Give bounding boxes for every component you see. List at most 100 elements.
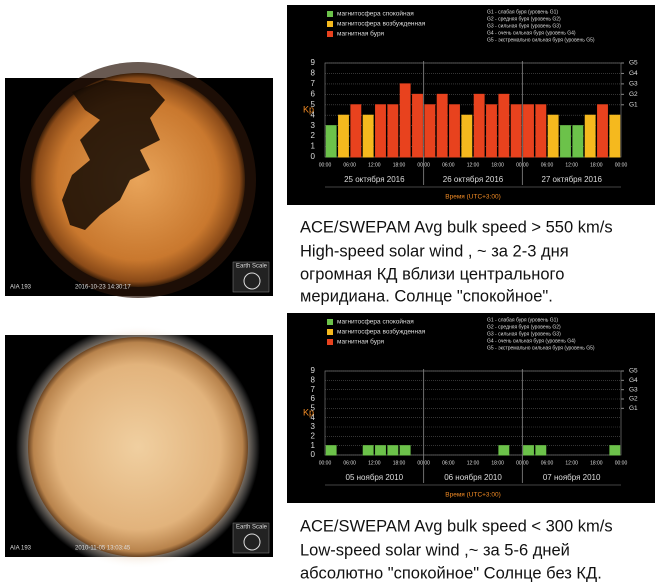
sun-image: Earth Scale AIA 193 2010-11-05 13:03:45 <box>5 325 273 569</box>
y-tick-label: 6 <box>311 89 316 98</box>
storm-level: G4 - очень сильная буря (уровень G4) <box>487 30 576 36</box>
storm-level: G3 - сильная буря (уровень G3) <box>487 23 561 29</box>
y-tick-label: 0 <box>311 152 316 161</box>
image-scale: Earth Scale <box>236 525 268 531</box>
x-tick-label: 18:00 <box>590 162 603 168</box>
caption-line: абсолютно "спокойное" Солнце без КД. <box>300 564 602 582</box>
bar <box>376 105 386 157</box>
storm-level: G2 - средняя буря (уровень G2) <box>487 324 561 330</box>
y-tick-label: 0 <box>311 450 316 459</box>
x-tick-label: 12:00 <box>368 460 381 466</box>
legend-swatch <box>327 339 333 345</box>
x-tick-label: 00:00 <box>615 460 628 466</box>
x-tick-label: 12:00 <box>565 162 578 168</box>
caption-line: ACE/SWEPAM Avg bulk speed < 300 km/s <box>300 517 613 535</box>
x-tick-label: 06:00 <box>343 162 356 168</box>
bar <box>425 105 435 157</box>
image-timestamp: 2010-11-05 13:03:45 <box>75 546 131 552</box>
day-label: 07 ноября 2010 <box>543 473 601 482</box>
storm-level: G5 - экстремально сильная буря (уровень … <box>487 37 595 43</box>
y-tick-label: 8 <box>311 375 316 384</box>
bar <box>351 105 361 157</box>
y-tick-label: 2 <box>311 431 316 440</box>
y-axis-label: Kp <box>303 407 314 417</box>
bar <box>400 84 410 157</box>
bar <box>511 105 521 157</box>
bar <box>388 105 398 157</box>
caption: ACE/SWEPAM Avg bulk speed > 550 km/s High… <box>300 218 613 305</box>
caption-line: меридиана. Солнце "спокойное". <box>300 287 553 305</box>
caption-line: Low-speed solar wind ,~ за 5-6 дней <box>300 541 570 559</box>
y-tick-label: 3 <box>311 121 316 130</box>
day-label: 05 ноября 2010 <box>346 473 404 482</box>
x-axis-label: Время (UTC+3:00) <box>445 194 501 201</box>
x-tick-label: 06:00 <box>442 162 455 168</box>
bar <box>548 115 558 157</box>
caption-line: High-speed solar wind , ~ за 2-3 дня <box>300 242 569 260</box>
bar <box>561 126 571 157</box>
bar <box>536 105 546 157</box>
bar <box>413 94 423 157</box>
x-axis-label: Время (UTC+3:00) <box>445 492 501 499</box>
y-tick-label: 3 <box>311 422 316 431</box>
storm-level: G4 - очень сильная буря (уровень G4) <box>487 338 576 344</box>
bar <box>487 105 497 157</box>
day-label: 26 октября 2016 <box>443 175 504 184</box>
x-tick-label: 00:00 <box>319 162 332 168</box>
x-tick-label: 18:00 <box>590 460 603 466</box>
caption-line: ACE/SWEPAM Avg bulk speed > 550 km/s <box>300 218 613 236</box>
legend-label: магнитная буря <box>337 338 384 346</box>
slide: Earth Scale AIA 193 2016-10-23 14:30:17 … <box>0 0 658 584</box>
bar <box>499 446 509 455</box>
bar <box>339 115 349 157</box>
x-tick-label: 12:00 <box>467 460 480 466</box>
y2-tick-label: G4 <box>629 377 638 384</box>
x-tick-label: 00:00 <box>417 162 430 168</box>
y2-tick-label: G2 <box>629 396 638 403</box>
bar <box>363 115 373 157</box>
bar <box>573 126 583 157</box>
y2-tick-label: G3 <box>629 386 638 393</box>
y-tick-label: 8 <box>311 69 316 78</box>
storm-level: G1 - слабая буря (уровень G1) <box>487 317 558 323</box>
storm-level: G5 - экстремально сильная буря (уровень … <box>487 345 595 351</box>
bar <box>450 105 460 157</box>
y-tick-label: 7 <box>311 79 316 88</box>
image-instrument: AIA 193 <box>10 546 32 552</box>
kp-chart: магнитосфера спокойнаямагнитосфера возбу… <box>287 5 655 205</box>
y-tick-label: 7 <box>311 385 316 394</box>
y2-tick-label: G1 <box>629 101 638 108</box>
y-tick-label: 1 <box>311 441 316 450</box>
x-tick-label: 06:00 <box>343 460 356 466</box>
bar <box>326 126 336 157</box>
bar <box>437 94 447 157</box>
x-tick-label: 18:00 <box>491 162 504 168</box>
y-tick-label: 2 <box>311 131 316 140</box>
y-tick-label: 1 <box>311 142 316 151</box>
x-tick-label: 00:00 <box>319 460 332 466</box>
bar <box>524 105 534 157</box>
x-tick-label: 12:00 <box>565 460 578 466</box>
y-axis-label: Kp <box>303 104 314 114</box>
x-tick-label: 18:00 <box>393 460 406 466</box>
bar <box>598 105 608 157</box>
legend-swatch <box>327 31 333 37</box>
caption: ACE/SWEPAM Avg bulk speed < 300 km/s Low-… <box>300 517 613 582</box>
bar <box>462 115 472 157</box>
x-tick-label: 12:00 <box>368 162 381 168</box>
x-tick-label: 00:00 <box>516 460 529 466</box>
bar <box>499 94 509 157</box>
image-instrument: AIA 193 <box>10 285 32 291</box>
x-tick-label: 18:00 <box>491 460 504 466</box>
x-tick-label: 06:00 <box>541 460 554 466</box>
storm-level: G1 - слабая буря (уровень G1) <box>487 9 558 15</box>
legend-swatch <box>327 319 333 325</box>
legend-swatch <box>327 329 333 335</box>
y-tick-label: 9 <box>311 58 316 67</box>
day-label: 27 октября 2016 <box>541 175 602 184</box>
legend-label: магнитосфера спокойная <box>337 318 414 326</box>
x-tick-label: 00:00 <box>516 162 529 168</box>
x-tick-label: 06:00 <box>442 460 455 466</box>
bar <box>610 446 620 455</box>
y2-tick-label: G5 <box>629 368 638 375</box>
